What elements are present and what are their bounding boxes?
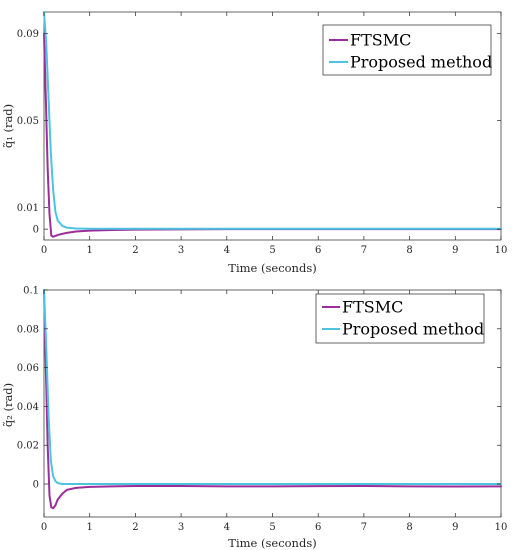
legend-label-proposed: Proposed method [350,53,492,72]
y-tick-label: 0.08 [17,324,39,335]
series-line-proposed-method [43,289,502,486]
x-tick-label: 7 [361,522,367,533]
series-group [43,289,502,510]
y-axis-label: q̃₁ (rad) [1,104,15,148]
x-axis-label: Time (seconds) [228,261,316,275]
legend-label-ftsmc: FTSMC [342,298,403,317]
y-tick-label: 0 [33,480,39,491]
y-tick-label: 0 [33,225,39,236]
y-tick-label: 0.04 [17,402,39,413]
series-line-proposed-method [43,11,502,230]
x-tick-label: 2 [132,522,138,533]
chart-top: 0 1 2 3 4 5 6 7 8 9 10 0 0.01 0.05 0.09 Time (seconds)… [1,11,508,275]
legend: FTSMC Proposed method [322,24,492,76]
x-axis-label: Time (seconds) [228,536,316,550]
tick-group: 0 1 2 3 4 5 6 7 8 9 10 0 0.02 0.04 0.06 0.08 0.1 [17,286,508,534]
x-tick-label: 8 [406,245,412,256]
y-tick-label: 0.01 [17,203,39,214]
legend-box [315,293,485,344]
legend-label-ftsmc: FTSMC [350,31,411,50]
x-tick-label: 10 [495,245,508,256]
y-tick-label: 0.06 [17,363,39,374]
x-tick-label: 6 [315,245,321,256]
legend: FTSMC Proposed method [315,293,485,344]
y-tick-label: 0.02 [17,441,39,452]
chart-bottom: 0 1 2 3 4 5 6 7 8 9 10 0 0.02 0.04 0.06 0.08 0.1 Time (s… [1,286,507,550]
x-tick-label: 10 [495,522,508,533]
x-tick-label: 5 [269,522,275,533]
x-tick-label: 1 [87,245,93,256]
x-tick-label: 9 [452,245,458,256]
x-tick-label: 3 [178,245,184,256]
x-tick-label: 8 [406,522,412,533]
x-tick-label: 9 [452,522,458,533]
legend-label-proposed: Proposed method [342,320,484,339]
y-tick-label: 0.1 [23,286,39,297]
series-line-ftsmc [43,289,502,510]
x-tick-label: 4 [224,522,230,533]
y-tick-label: 0.09 [17,29,39,40]
y-tick-label: 0.05 [17,116,39,127]
x-tick-label: 0 [41,522,47,533]
series-group [43,11,502,238]
x-tick-label: 4 [224,245,230,256]
legend-box [322,24,492,76]
x-tick-label: 2 [132,245,138,256]
x-tick-label: 3 [178,522,184,533]
y-axis-label: q̃₂ (rad) [1,383,15,427]
tick-group: 0 1 2 3 4 5 6 7 8 9 10 0 0.01 0.05 0.09 [17,12,508,256]
x-tick-label: 5 [269,245,275,256]
x-tick-label: 0 [41,245,47,256]
x-tick-label: 1 [87,522,93,533]
x-tick-label: 6 [315,522,321,533]
x-tick-label: 7 [361,245,367,256]
